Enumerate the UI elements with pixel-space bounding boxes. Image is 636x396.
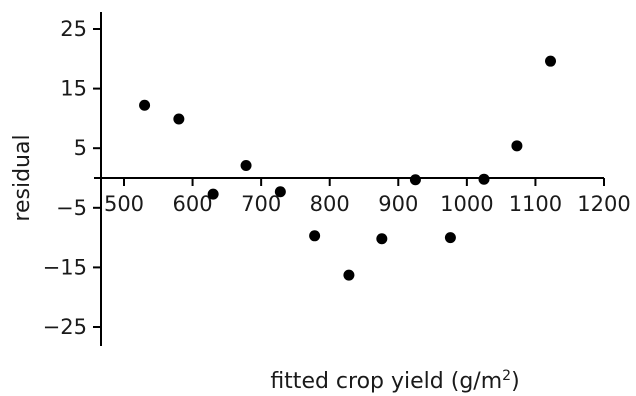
- data-point: [511, 140, 523, 152]
- data-point: [309, 230, 321, 242]
- data-point: [444, 232, 456, 244]
- x-axis-title-suffix: ): [511, 369, 520, 394]
- y-ticks: 25 15 5 −5 −15 −25: [43, 17, 101, 339]
- x-tick-label: 500: [104, 192, 144, 216]
- data-point: [207, 188, 219, 200]
- data-point: [545, 55, 557, 67]
- y-tick-label: −5: [56, 196, 87, 220]
- y-tick-label: 15: [60, 77, 87, 101]
- y-axis-title: residual: [10, 134, 35, 221]
- x-tick-label: 600: [173, 192, 213, 216]
- x-axis: 500 600 700 800 900 1000 1100 1200: [94, 177, 631, 216]
- x-axis-title-main: fitted crop yield (g/m: [270, 369, 502, 394]
- data-point: [409, 174, 421, 186]
- data-point: [343, 269, 355, 281]
- data-points: [139, 55, 557, 281]
- x-axis-title-superscript: 2: [502, 368, 511, 384]
- y-tick-label: −15: [43, 255, 87, 279]
- data-point: [274, 186, 286, 198]
- y-axis: 25 15 5 −5 −15 −25: [43, 12, 102, 346]
- data-point: [173, 113, 185, 125]
- x-tick-label: 1100: [509, 192, 562, 216]
- x-tick-label: 800: [310, 192, 350, 216]
- x-tick-label: 1200: [577, 192, 630, 216]
- y-tick-label: −25: [43, 315, 87, 339]
- x-tick-label: 900: [378, 192, 418, 216]
- data-point: [240, 159, 252, 171]
- data-point: [139, 99, 151, 111]
- x-ticks: 500 600 700 800 900 1000 1100 1200: [104, 178, 631, 216]
- y-tick-label: 25: [60, 17, 87, 41]
- y-tick-label: 5: [74, 136, 87, 160]
- x-tick-label: 700: [241, 192, 281, 216]
- data-point: [478, 173, 490, 185]
- x-axis-title: fitted crop yield (g/m2): [270, 368, 519, 394]
- x-tick-label: 1000: [440, 192, 493, 216]
- data-point: [376, 233, 388, 245]
